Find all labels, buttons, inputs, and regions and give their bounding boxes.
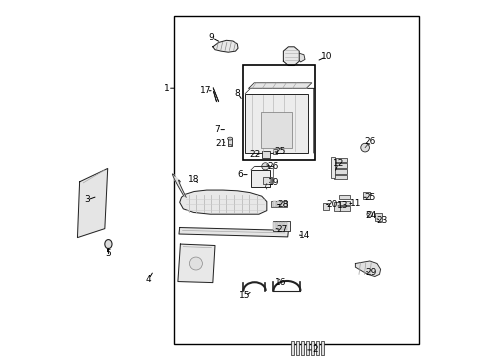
Text: 19: 19 bbox=[267, 179, 279, 188]
Bar bbox=[338, 201, 349, 205]
Bar bbox=[333, 163, 347, 168]
Bar bbox=[315, 341, 319, 355]
Bar bbox=[362, 192, 369, 199]
Bar bbox=[322, 203, 328, 210]
Text: 2: 2 bbox=[311, 346, 317, 354]
Bar bbox=[273, 222, 276, 230]
Polygon shape bbox=[355, 261, 380, 276]
Polygon shape bbox=[283, 47, 299, 66]
Text: 25: 25 bbox=[364, 193, 375, 202]
Text: 8: 8 bbox=[234, 89, 240, 98]
Polygon shape bbox=[179, 190, 266, 214]
Bar bbox=[320, 341, 324, 355]
Polygon shape bbox=[77, 168, 107, 238]
Bar bbox=[272, 201, 275, 207]
Polygon shape bbox=[299, 53, 305, 62]
Text: 21: 21 bbox=[215, 139, 226, 148]
Bar bbox=[276, 222, 279, 230]
Bar bbox=[261, 112, 291, 148]
Text: 18: 18 bbox=[187, 175, 199, 184]
Bar bbox=[290, 341, 294, 355]
Text: 10: 10 bbox=[320, 53, 332, 62]
Bar bbox=[250, 170, 269, 187]
Bar bbox=[242, 65, 314, 160]
Ellipse shape bbox=[104, 240, 112, 248]
Polygon shape bbox=[248, 83, 311, 88]
Text: 14: 14 bbox=[299, 231, 310, 240]
Bar bbox=[273, 149, 276, 154]
Text: 29: 29 bbox=[365, 269, 376, 277]
Text: 3: 3 bbox=[84, 195, 89, 204]
Text: 24: 24 bbox=[365, 211, 376, 220]
Text: 22: 22 bbox=[248, 150, 260, 159]
Text: 6: 6 bbox=[237, 170, 243, 179]
Bar bbox=[338, 195, 349, 199]
Bar bbox=[333, 158, 347, 162]
Text: 26: 26 bbox=[266, 162, 278, 171]
Polygon shape bbox=[179, 228, 288, 237]
Bar bbox=[284, 222, 286, 230]
Circle shape bbox=[189, 257, 202, 270]
Bar bbox=[310, 341, 314, 355]
Text: 13: 13 bbox=[336, 202, 347, 210]
Text: 17: 17 bbox=[200, 86, 211, 95]
Bar bbox=[262, 177, 271, 184]
Text: 26: 26 bbox=[364, 137, 375, 146]
Bar bbox=[281, 201, 284, 207]
Text: 15: 15 bbox=[238, 292, 250, 300]
Text: 12: 12 bbox=[332, 159, 344, 168]
Bar bbox=[333, 175, 347, 179]
Text: 1: 1 bbox=[164, 84, 170, 93]
Circle shape bbox=[261, 163, 268, 170]
Bar bbox=[300, 341, 304, 355]
Text: 20: 20 bbox=[325, 200, 337, 209]
Text: 25: 25 bbox=[274, 148, 285, 157]
Ellipse shape bbox=[227, 137, 232, 140]
Text: 28: 28 bbox=[277, 200, 288, 209]
Text: 11: 11 bbox=[349, 199, 361, 208]
Text: 5: 5 bbox=[105, 249, 111, 258]
Bar bbox=[244, 94, 307, 153]
Bar bbox=[261, 151, 269, 158]
Bar bbox=[280, 222, 283, 230]
Bar bbox=[374, 213, 381, 221]
Text: 7: 7 bbox=[214, 125, 220, 134]
Bar bbox=[272, 221, 289, 231]
Bar bbox=[333, 169, 347, 174]
Bar bbox=[333, 202, 340, 211]
Ellipse shape bbox=[228, 144, 231, 147]
Text: 16: 16 bbox=[274, 278, 285, 287]
Polygon shape bbox=[172, 174, 186, 197]
Text: 23: 23 bbox=[376, 216, 387, 225]
Bar bbox=[276, 201, 280, 207]
Bar bbox=[295, 341, 299, 355]
Polygon shape bbox=[178, 244, 215, 283]
Circle shape bbox=[366, 211, 372, 217]
Polygon shape bbox=[213, 88, 218, 102]
Text: 9: 9 bbox=[208, 33, 214, 42]
Bar bbox=[271, 201, 286, 207]
Text: 27: 27 bbox=[276, 225, 287, 234]
Bar bbox=[174, 16, 418, 344]
Bar bbox=[305, 341, 309, 355]
Bar bbox=[228, 138, 231, 146]
Circle shape bbox=[360, 143, 368, 152]
Bar bbox=[330, 157, 334, 178]
Polygon shape bbox=[212, 40, 238, 52]
Text: 4: 4 bbox=[145, 275, 150, 284]
Bar bbox=[338, 206, 349, 211]
